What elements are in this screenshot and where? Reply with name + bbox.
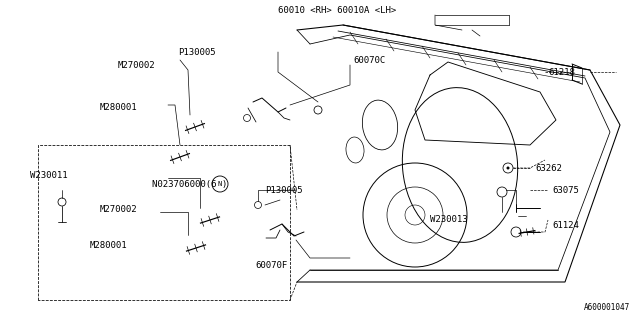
Text: N023706000(6 ): N023706000(6 )	[152, 180, 227, 188]
Text: 61124: 61124	[552, 220, 579, 229]
Text: M270002: M270002	[118, 60, 156, 69]
Text: 60070C: 60070C	[353, 55, 385, 65]
Text: M280001: M280001	[90, 241, 127, 250]
Text: 63262: 63262	[535, 164, 562, 172]
Text: N: N	[218, 181, 222, 187]
Text: 60070F: 60070F	[255, 260, 287, 269]
Text: 60010 <RH> 60010A <LH>: 60010 <RH> 60010A <LH>	[278, 5, 396, 14]
Text: P130005: P130005	[178, 47, 216, 57]
Text: 61218: 61218	[548, 68, 575, 76]
Text: W230013: W230013	[430, 215, 468, 225]
Text: W230011: W230011	[30, 171, 68, 180]
Text: P130005: P130005	[265, 186, 303, 195]
Text: M280001: M280001	[100, 102, 138, 111]
Text: 63075: 63075	[552, 186, 579, 195]
Text: A600001047: A600001047	[584, 303, 630, 312]
Text: M270002: M270002	[100, 205, 138, 214]
Circle shape	[506, 166, 509, 170]
